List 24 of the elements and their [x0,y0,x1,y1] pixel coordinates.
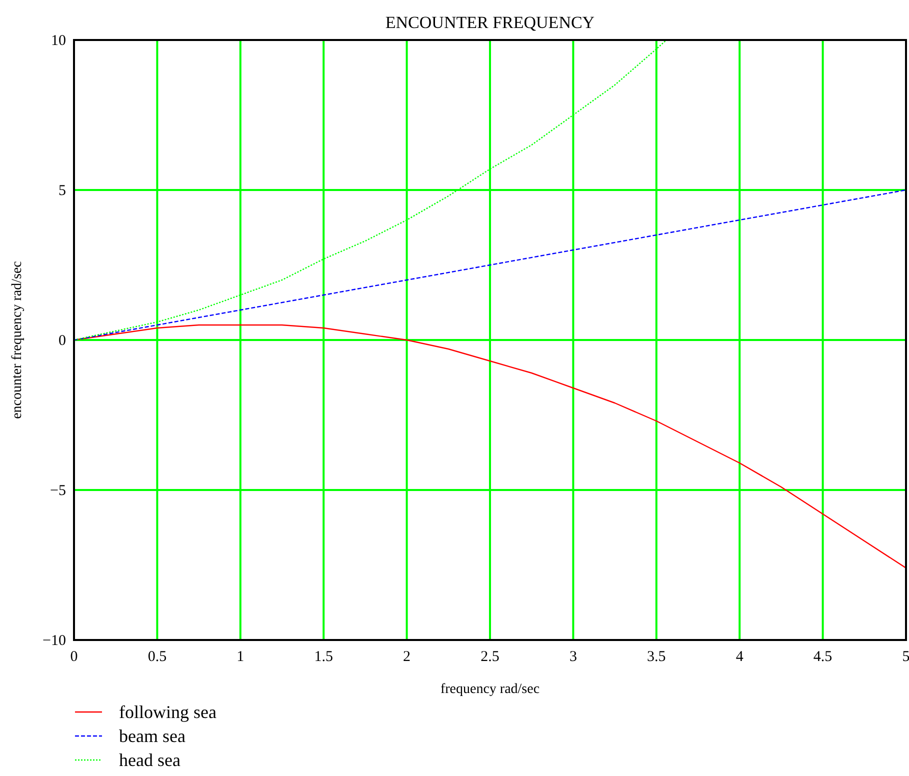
line-series [74,189,906,341]
x-tick-label: 2.5 [480,649,500,665]
x-tick-label: 3.5 [647,649,666,665]
x-tick-label: 0 [70,649,78,665]
y-tick-label: 5 [58,183,66,199]
legend-label: beam sea [119,726,186,746]
x-tick-label: 5 [902,649,909,665]
line-series [74,324,906,569]
x-axis-title: frequency rad/sec [440,682,540,697]
x-tick-label: 4.5 [813,649,832,665]
y-tick-label: −5 [50,483,66,499]
y-tick-label: 0 [58,333,66,349]
y-tick-label: 10 [51,33,66,49]
x-tick-label: 1.5 [314,649,333,665]
y-tick-label: −10 [42,633,66,649]
x-tick-label: 4 [736,649,744,665]
legend-label: following sea [119,702,216,722]
x-tick-label: 0.5 [148,649,167,665]
y-axis-title: encounter frequency rad/sec [10,261,25,419]
x-tick-label: 1 [236,649,244,665]
legend-label: head sea [119,750,180,770]
x-tick-label: 2 [403,649,411,665]
x-tick-label: 3 [569,649,577,665]
chart-title: ENCOUNTER FREQUENCY [385,13,595,32]
